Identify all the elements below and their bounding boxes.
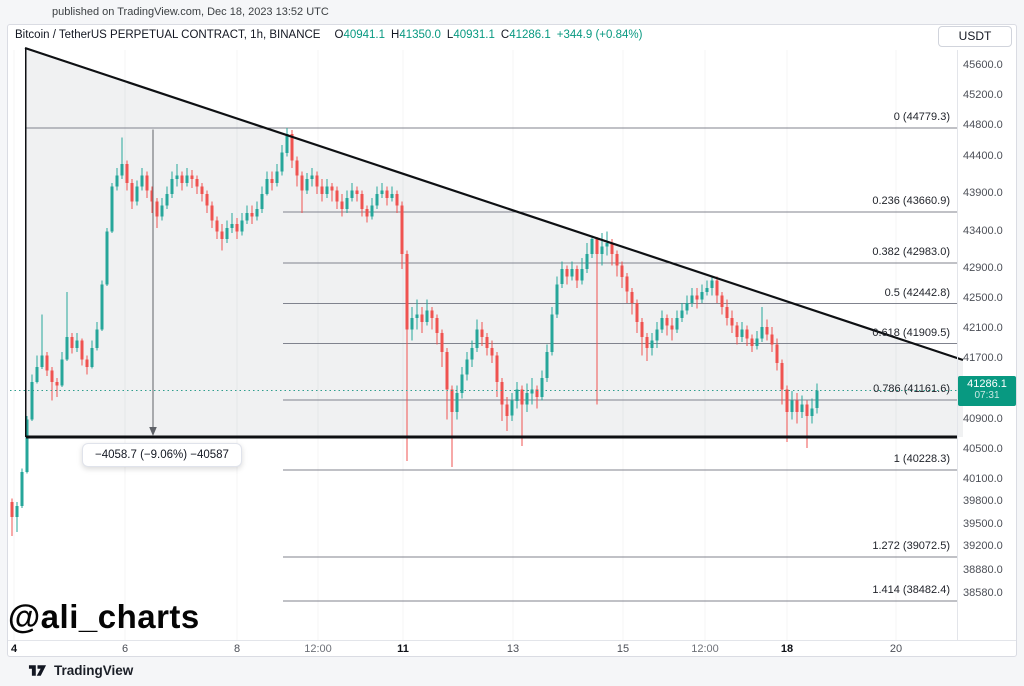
open-value: 40941.1 [343, 29, 386, 41]
watermark: @ali_charts [8, 598, 200, 635]
measurement-label[interactable]: −4058.7 (−9.06%) −40587 [82, 443, 242, 467]
candlestick-series [10, 127, 819, 536]
high-value: 41350.0 [399, 29, 441, 41]
change-value: +344.9 (+0.84%) [556, 29, 643, 41]
open-label: O [334, 29, 344, 41]
published-banner: published on TradingView.com, Dec 18, 20… [52, 6, 329, 18]
close-label: C [500, 29, 510, 41]
symbol-title[interactable]: Bitcoin / TetherUS PERPETUAL CONTRACT, 1… [15, 29, 321, 41]
badge-countdown: 07:31 [974, 389, 1000, 401]
high-label: H [391, 29, 400, 41]
low-value: 40931.1 [453, 29, 495, 41]
pattern-fill [26, 48, 963, 437]
tradingview-logo-icon [28, 665, 47, 676]
footer-brand[interactable]: TradingView [28, 661, 133, 680]
currency-toggle-button[interactable]: USDT [938, 26, 1012, 47]
symbol-header: Bitcoin / TetherUS PERPETUAL CONTRACT, 1… [15, 29, 642, 45]
measure-arrowhead [149, 427, 157, 436]
current-price-badge: 41286.1 07:31 [958, 375, 1016, 406]
price-axis-separator [957, 50, 958, 640]
badge-price: 41286.1 [967, 377, 1007, 390]
low-label: L [446, 29, 454, 41]
time-axis-separator [8, 640, 1016, 641]
footer-brand-label: TradingView [54, 663, 134, 678]
close-value: 41286.1 [509, 29, 551, 41]
chart-card [7, 24, 1017, 657]
